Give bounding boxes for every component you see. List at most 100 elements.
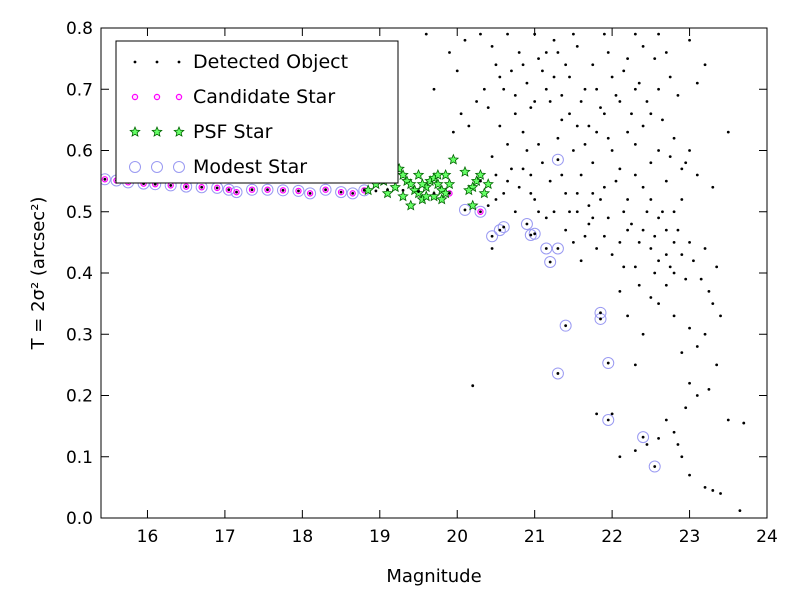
detected-object-point	[471, 384, 475, 388]
legend-marker-candidate-star	[131, 93, 139, 101]
detected-object-point	[649, 161, 653, 165]
detected-object-point	[494, 173, 498, 177]
detected-object-point	[719, 314, 722, 318]
modest-star-point	[528, 227, 541, 240]
detected-object-point	[618, 289, 622, 293]
detected-object-point	[266, 188, 269, 192]
detected-object-point	[587, 124, 591, 128]
legend-label-modest: Modest Star	[193, 156, 307, 178]
detected-object-point	[502, 225, 506, 229]
detected-object-point	[490, 44, 494, 48]
legend-label-candidate: Candidate Star	[193, 86, 335, 108]
psf-star-point	[478, 187, 491, 199]
detected-object-point	[692, 259, 695, 263]
detected-object-point	[591, 63, 595, 67]
detected-object-point	[664, 418, 668, 422]
legend-marker-psf-star	[151, 125, 163, 137]
detected-object-point	[649, 198, 653, 201]
modest-star-point	[230, 186, 243, 199]
detected-object-point	[672, 430, 676, 434]
psf-star-point	[405, 199, 417, 211]
x-tick-label: 22	[601, 527, 623, 547]
detected-object-point	[602, 185, 606, 189]
detected-object-point	[479, 32, 482, 36]
detected-object-point	[668, 155, 672, 159]
detected-object-point	[630, 222, 633, 226]
detected-object-point	[587, 204, 591, 208]
detected-object-point	[688, 38, 691, 42]
detected-object-point	[672, 271, 676, 275]
modest-star-point	[520, 218, 533, 230]
detected-object-point	[649, 247, 653, 250]
x-tick-label: 19	[369, 527, 391, 547]
detected-object-point	[544, 216, 548, 220]
detected-object-point	[657, 302, 660, 306]
detected-object-point	[506, 179, 509, 183]
x-axis-label: Magnitude	[386, 566, 481, 587]
detected-object-point	[568, 75, 571, 79]
detected-object-point	[544, 51, 548, 54]
detected-object-point	[513, 112, 517, 116]
detected-object-point	[668, 75, 672, 79]
detected-object-point	[633, 265, 637, 269]
detected-object-point	[548, 260, 552, 264]
detected-object-point	[637, 283, 641, 287]
detected-object-point	[664, 283, 668, 287]
detected-object-point	[688, 240, 691, 244]
detected-object-point	[595, 130, 599, 134]
detected-object-point	[695, 81, 699, 85]
modest-star-point	[486, 230, 499, 243]
detected-object-point	[424, 32, 428, 36]
detected-object-point	[703, 332, 707, 336]
detected-object-point	[680, 198, 684, 201]
y-tick-label: 0.4	[66, 264, 93, 284]
modest-star-point	[559, 319, 572, 332]
psf-star-point	[466, 199, 479, 211]
detected-object-point	[614, 93, 618, 97]
psf-star-point	[436, 193, 448, 205]
detected-object-point	[633, 142, 637, 146]
detected-object-point	[657, 216, 660, 220]
detected-object-point	[622, 210, 626, 214]
detected-object-point	[591, 191, 595, 195]
modest-star-point	[602, 357, 615, 370]
detected-object-point	[676, 228, 680, 232]
detected-object-point	[664, 253, 668, 257]
psf-star-point	[439, 187, 452, 199]
detected-object-point	[579, 100, 583, 103]
detected-object-point	[529, 106, 533, 110]
detected-object-point	[653, 465, 657, 468]
detected-object-point	[250, 188, 254, 192]
detected-object-point	[575, 210, 579, 214]
detected-object-point	[684, 277, 688, 281]
detected-object-point	[599, 198, 602, 201]
psf-star-point	[389, 181, 402, 193]
legend-marker-psf-star	[129, 125, 141, 137]
modest-star-point	[101, 173, 111, 186]
detected-object-point	[339, 190, 343, 194]
detected-object-point	[451, 130, 455, 134]
detected-object-point	[184, 185, 188, 189]
detected-object-point	[502, 191, 506, 195]
psf-star-point	[381, 187, 394, 199]
detected-object-point	[479, 210, 482, 214]
detected-object-point	[657, 87, 660, 91]
detected-object-point	[645, 210, 649, 214]
modest-star-point	[319, 183, 332, 196]
detected-object-point	[653, 234, 657, 238]
detected-object-point	[568, 210, 571, 214]
detected-object-point	[614, 179, 618, 183]
detected-object-point	[498, 228, 502, 232]
legend-marker-detected-object	[133, 60, 137, 64]
detected-object-point	[719, 492, 722, 495]
legend-marker-detected-object	[177, 60, 181, 64]
detected-object-point	[626, 228, 630, 232]
detected-object-point	[610, 149, 614, 152]
detected-object-point	[525, 81, 529, 85]
detected-object-point	[556, 136, 560, 140]
x-tick-label: 20	[446, 527, 468, 547]
detected-object-point	[664, 179, 668, 183]
detected-object-point	[529, 191, 533, 195]
detected-object-point	[599, 317, 602, 321]
detected-object-point	[626, 314, 630, 318]
